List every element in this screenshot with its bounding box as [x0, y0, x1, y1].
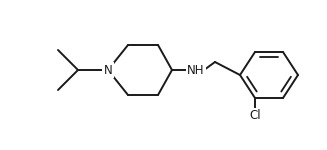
Text: N: N [104, 63, 112, 76]
Text: NH: NH [187, 63, 205, 76]
Text: Cl: Cl [249, 109, 261, 122]
